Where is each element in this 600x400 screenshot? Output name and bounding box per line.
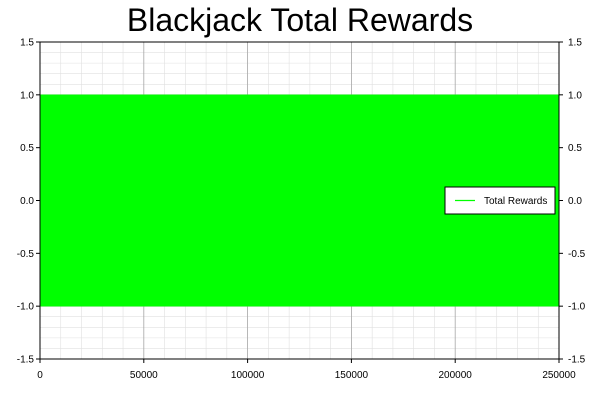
x-tick-label: 100000 (231, 370, 265, 381)
x-tick-label: 150000 (335, 370, 369, 381)
y-tick-label-right: -1.5 (568, 355, 586, 366)
x-tick-label: 200000 (439, 370, 473, 381)
x-tick-label: 250000 (542, 370, 576, 381)
y-tick-label-right: 1.0 (568, 90, 582, 101)
tick-marks (36, 41, 563, 363)
y-tick-label-right: 0.0 (568, 196, 582, 207)
y-tick-label-left: -1.5 (17, 355, 35, 366)
y-tick-label-left: 0.0 (20, 196, 34, 207)
y-tick-label-right: -1.0 (568, 302, 586, 313)
x-tick-label: 0 (37, 370, 43, 381)
legend-label-0: Total Rewards (484, 196, 547, 207)
legend: Total Rewards (444, 186, 556, 215)
y-tick-label-right: 1.5 (568, 38, 582, 49)
y-tick-label-left: 0.5 (20, 143, 34, 154)
y-tick-label-right: 0.5 (568, 143, 582, 154)
y-tick-label-left: -1.0 (17, 302, 35, 313)
y-tick-label-left: 1.5 (20, 38, 34, 49)
y-tick-label-right: -0.5 (568, 249, 586, 260)
y-tick-label-left: 1.0 (20, 90, 34, 101)
x-tick-label: 50000 (130, 370, 158, 381)
y-tick-label-left: -0.5 (17, 249, 35, 260)
chart-title: Blackjack Total Rewards (127, 2, 473, 38)
